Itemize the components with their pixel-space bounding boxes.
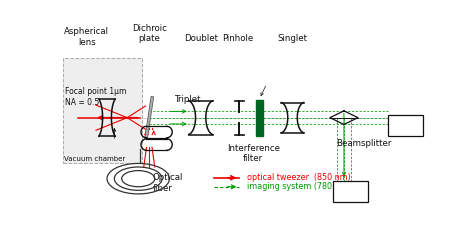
Bar [388,115,423,136]
Text: Dichroic
plate: Dichroic plate [132,24,167,43]
Text: Interference
filter: Interference filter [227,144,280,163]
Text: Beamsplitter: Beamsplitter [337,139,392,148]
Text: Pinhole: Pinhole [222,34,253,43]
Bar [256,100,263,136]
Text: CCD: CCD [396,121,415,130]
Bar [333,181,368,202]
Bar [63,58,142,163]
Text: Optical
fiber: Optical fiber [153,173,183,193]
Text: Triplet: Triplet [175,95,201,104]
Text: Doublet: Doublet [184,34,218,43]
Text: Aspherical
lens: Aspherical lens [64,27,109,47]
Text: optical tweezer  (850 nm): optical tweezer (850 nm) [246,173,350,182]
Text: Focal point 1μm
NA = 0.5: Focal point 1μm NA = 0.5 [65,87,126,106]
Text: Vacuum chamber: Vacuum chamber [64,156,125,162]
Text: Singlet: Singlet [277,34,308,43]
Text: imaging system (780 nm): imaging system (780 nm) [246,182,350,191]
Text: APD: APD [341,188,359,197]
